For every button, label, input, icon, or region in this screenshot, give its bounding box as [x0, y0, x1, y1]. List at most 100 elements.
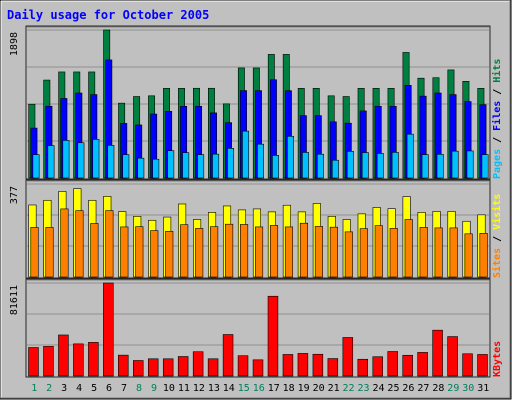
day-label-23: 23	[357, 383, 369, 394]
day-label-12: 12	[193, 383, 205, 394]
bar-pages-3	[62, 140, 70, 179]
bar-kbytes-11	[177, 356, 189, 377]
bar-sites-11	[180, 224, 189, 278]
bar-pages-27	[421, 154, 429, 179]
bar-pages-15	[242, 130, 250, 179]
bar-pages-2	[47, 145, 55, 179]
legend-visits: Visits	[491, 194, 503, 230]
bar-kbytes-23	[357, 358, 369, 377]
bar-sites-25	[389, 228, 398, 278]
bar-sites-16	[255, 226, 264, 278]
day-label-26: 26	[402, 383, 414, 394]
bar-kbytes-20	[312, 353, 324, 377]
side-legend-kbytes: KBytes	[492, 341, 503, 377]
bar-pages-16	[257, 143, 264, 179]
day-label-15: 15	[238, 383, 250, 394]
day-label-8: 8	[136, 383, 142, 394]
bar-sites-5	[90, 223, 99, 278]
bar-pages-1	[32, 154, 40, 179]
day-label-17: 17	[268, 383, 280, 394]
day-label-13: 13	[208, 383, 220, 394]
day-label-11: 11	[178, 383, 190, 394]
bar-pages-22	[346, 151, 354, 179]
bar-kbytes-5	[88, 342, 99, 377]
bar-pages-9	[152, 158, 160, 179]
bar-pages-11	[182, 152, 190, 179]
legend-sites: Sites	[491, 248, 503, 278]
bar-sites-1	[30, 227, 39, 278]
bar-sites-31	[479, 233, 488, 278]
bar-sites-21	[329, 226, 338, 278]
bar-kbytes-7	[118, 354, 129, 377]
bar-kbytes-21	[327, 358, 339, 377]
bar-kbytes-2	[43, 346, 54, 377]
bar-sites-23	[359, 228, 368, 278]
bar-sites-20	[314, 226, 323, 278]
bar-pages-28	[436, 153, 444, 179]
day-label-21: 21	[328, 383, 340, 394]
bar-kbytes-24	[372, 356, 383, 377]
day-label-2: 2	[46, 383, 52, 394]
bar-kbytes-13	[207, 358, 219, 377]
bar-kbytes-8	[133, 360, 144, 377]
bar-sites-9	[150, 230, 159, 278]
panel-kbytes: 81611 KBytes	[9, 278, 503, 378]
legend-files: Files	[491, 101, 503, 131]
bar-pages-23	[361, 152, 369, 179]
bar-sites-12	[195, 228, 204, 278]
day-label-9: 9	[151, 383, 157, 394]
day-label-7: 7	[121, 383, 127, 394]
bar-kbytes-15	[237, 355, 249, 377]
bar-pages-17	[272, 155, 279, 179]
day-label-4: 4	[76, 383, 82, 394]
bar-kbytes-28	[432, 329, 443, 377]
bar-sites-27	[419, 227, 428, 278]
day-label-18: 18	[283, 383, 295, 394]
panel-frame	[25, 179, 491, 279]
bar-sites-19	[299, 222, 308, 278]
bar-sites-24	[374, 225, 383, 278]
day-label-20: 20	[313, 383, 325, 394]
day-label-22: 22	[343, 383, 355, 394]
panel-hits-files-pages: 1898 Pages / Files / Hits	[9, 25, 503, 180]
bar-kbytes-3	[58, 334, 69, 377]
bar-pages-26	[406, 133, 414, 179]
bar-pages-20	[316, 153, 324, 179]
bar-pages-25	[391, 152, 399, 179]
bar-kbytes-25	[387, 351, 398, 377]
chart-panels: 1898 Pages / Files / Hits 377 Sites / Visit…	[9, 25, 503, 378]
bar-sites-10	[165, 231, 174, 278]
bar-kbytes-10	[162, 358, 174, 377]
bar-kbytes-9	[147, 358, 159, 377]
day-label-29: 29	[447, 383, 459, 394]
bar-sites-4	[75, 210, 84, 278]
bar-sites-2	[45, 227, 54, 278]
bar-sites-6	[105, 210, 114, 278]
legend-hits: Hits	[491, 59, 503, 83]
bar-sites-26	[404, 219, 413, 278]
bar-kbytes-1	[28, 347, 39, 377]
bar-pages-24	[376, 153, 384, 179]
day-label-5: 5	[91, 383, 97, 394]
bar-pages-21	[331, 159, 339, 179]
day-label-1: 1	[31, 383, 37, 394]
day-label-3: 3	[61, 383, 67, 394]
bar-sites-18	[284, 226, 294, 278]
bar-kbytes-31	[477, 354, 488, 377]
y-max-label: 81611	[9, 285, 20, 315]
bar-sites-30	[464, 233, 473, 278]
day-label-25: 25	[387, 383, 399, 394]
bar-pages-18	[287, 135, 294, 179]
bar-kbytes-29	[447, 336, 458, 377]
bar-sites-3	[60, 208, 69, 278]
bar-pages-6	[107, 145, 115, 179]
bar-sites-22	[344, 231, 353, 278]
bar-pages-12	[197, 154, 205, 179]
panel-visits-sites: 377 Sites / Visits	[9, 179, 503, 279]
bar-kbytes-27	[417, 352, 428, 377]
day-label-28: 28	[432, 383, 444, 394]
bar-pages-10	[167, 150, 175, 179]
bar-kbytes-26	[402, 354, 413, 377]
bar-pages-5	[92, 139, 100, 179]
